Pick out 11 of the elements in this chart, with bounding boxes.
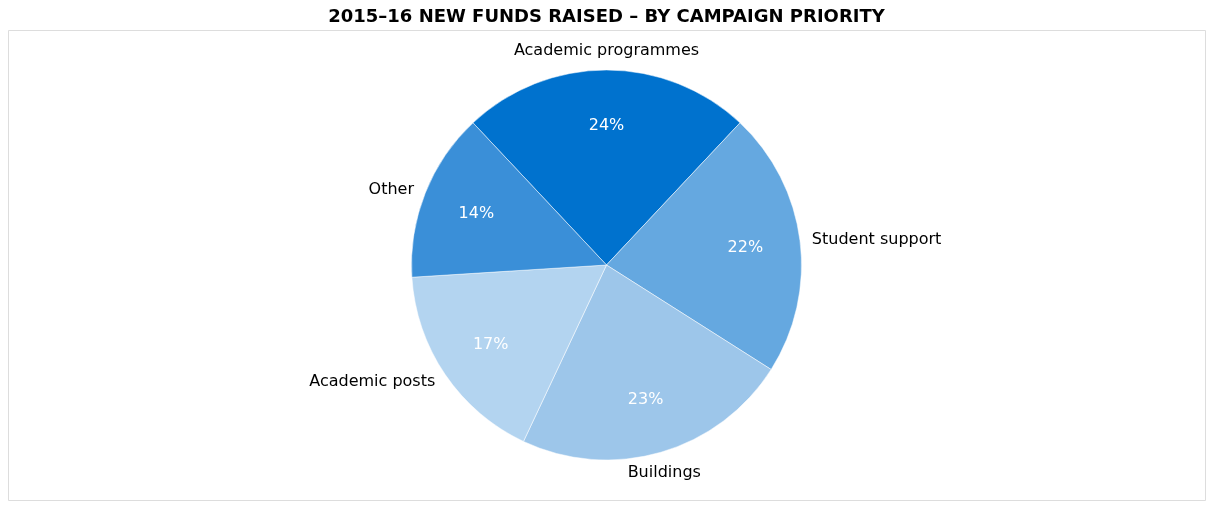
- slice-label: Academic programmes: [513, 40, 700, 59]
- data-label: 23%: [627, 389, 664, 409]
- slice-label: Academic posts: [309, 371, 436, 391]
- slice-label: Student support: [811, 229, 942, 249]
- chart-title: 2015–16 NEW FUNDS RAISED – BY CAMPAIGN PRIORITY: [328, 5, 886, 26]
- data-label: 24%: [588, 115, 625, 134]
- slice-label: Other: [368, 178, 415, 198]
- data-label: 17%: [472, 333, 509, 353]
- data-label: 22%: [727, 237, 764, 257]
- data-label: 14%: [458, 203, 495, 223]
- slice-label: Buildings: [627, 461, 701, 481]
